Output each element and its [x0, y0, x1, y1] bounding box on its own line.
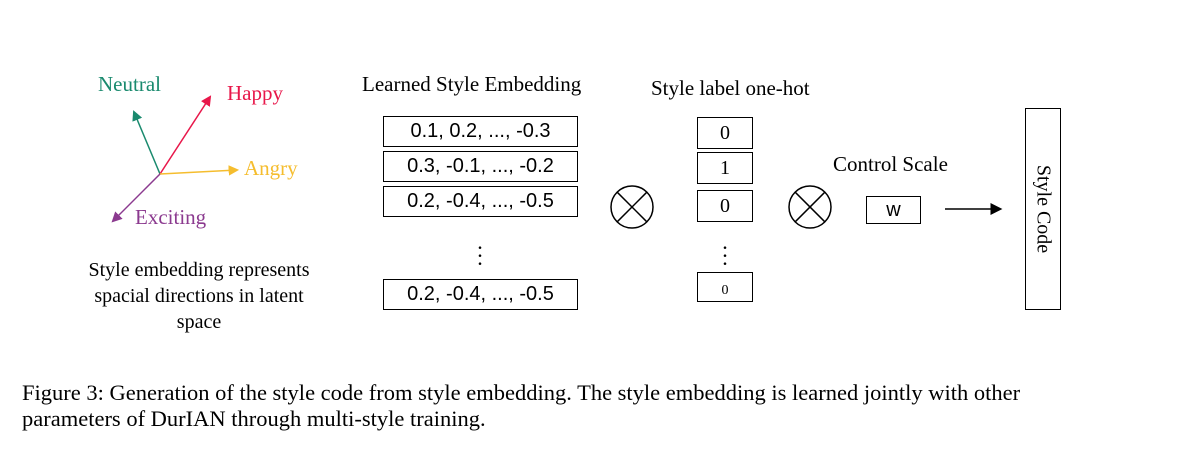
onehot-cell: 0: [697, 117, 753, 149]
tensor-product-icon: [788, 185, 832, 229]
caption-line-2: parameters of DurIAN through multi-style…: [22, 406, 486, 431]
control-scale-box: w: [866, 196, 921, 224]
tensor-product-icon: [610, 185, 654, 229]
angry-label: Angry: [244, 156, 298, 180]
angry-arrow: [159, 165, 240, 176]
embedding-ellipsis: ...: [477, 229, 483, 270]
onehot-cell-last: 0: [697, 272, 753, 302]
embedding-row: 0.1, 0.2, ..., -0.3: [383, 116, 578, 147]
onehot-title: Style label one-hot: [651, 76, 810, 100]
style-code-box: Style Code: [1025, 108, 1061, 310]
vector-caption: Style embedding represents spacial direc…: [88, 259, 310, 333]
happy-arrow: [159, 95, 212, 175]
embedding-row: 0.2, -0.4, ..., -0.5: [383, 186, 578, 217]
embedding-row-last: 0.2, -0.4, ..., -0.5: [383, 279, 578, 310]
exciting-label: Exciting: [135, 205, 207, 229]
onehot-ellipsis: ...: [722, 229, 728, 270]
neutral-label: Neutral: [98, 72, 161, 96]
exciting-arrow: [111, 173, 161, 223]
onehot-cell: 1: [697, 152, 753, 184]
figure-caption: Figure 3: Generation of the style code f…: [22, 380, 1182, 432]
style-code-label: Style Code: [1032, 164, 1055, 254]
neutral-arrow: [132, 110, 161, 175]
happy-label: Happy: [227, 81, 283, 105]
onehot-cell: 0: [697, 190, 753, 222]
control-scale-title: Control Scale: [833, 152, 948, 176]
caption-line-1: Figure 3: Generation of the style code f…: [22, 380, 1021, 405]
embedding-row: 0.3, -0.1, ..., -0.2: [383, 151, 578, 182]
embedding-title: Learned Style Embedding: [362, 72, 582, 96]
